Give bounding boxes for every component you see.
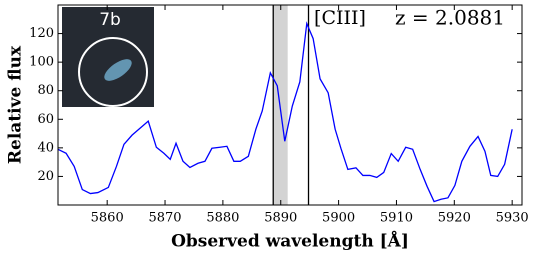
x-tick-label: 5920 [438,211,471,226]
y-tick-label: 120 [29,26,54,41]
x-axis-label: Observed wavelength [Å] [171,230,409,252]
x-tick-label: 5900 [322,211,355,226]
annotation: z = 2.0881 [395,6,505,30]
x-tick-label: 5870 [148,211,181,226]
galaxy-blob [104,59,132,81]
y-axis-label: Relative flux [6,45,26,164]
inset-background [62,7,154,107]
y-tick-label: 20 [37,169,54,184]
x-tick-label: 5910 [380,211,413,226]
y-tick-label: 100 [29,55,54,70]
plot-frame [57,4,523,206]
x-tick-label: 5860 [91,211,124,226]
x-tick-label: 5890 [264,211,297,226]
inset-circle [78,37,148,107]
annotation: [CIII] [314,7,366,29]
y-tick-label: 40 [37,140,54,155]
inset-image: 7b [62,7,154,107]
data-line [57,21,513,203]
inset-label: 7b [99,10,121,30]
x-tick-label: 5880 [206,211,239,226]
y-tick-label: 80 [37,83,54,98]
y-tick-label: 60 [37,112,54,127]
x-tick-label: 5930 [496,211,529,226]
